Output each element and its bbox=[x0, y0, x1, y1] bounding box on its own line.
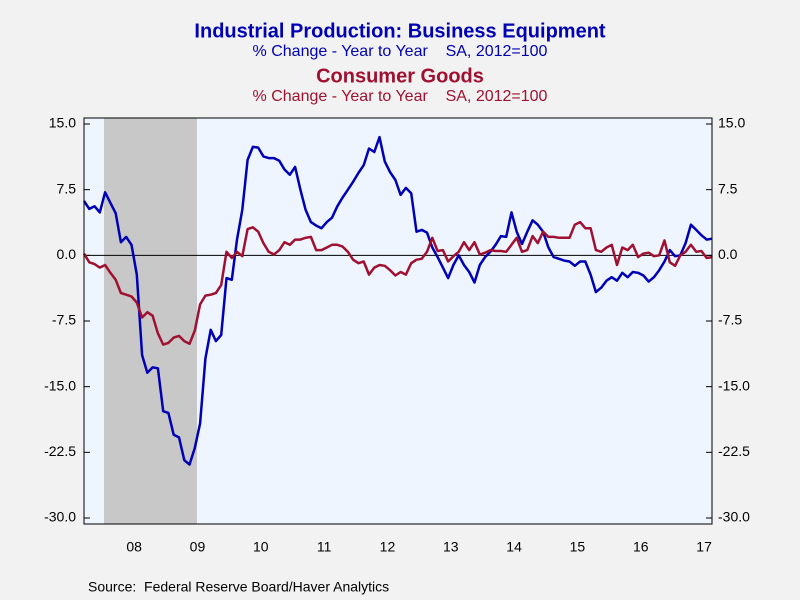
y-tick-label: 15.0 bbox=[49, 115, 76, 131]
x-tick-label: 10 bbox=[253, 539, 269, 555]
y-tick-label: 0.0 bbox=[57, 246, 77, 262]
x-tick-label: 14 bbox=[506, 539, 522, 555]
y-tick-label: 7.5 bbox=[57, 180, 77, 196]
series-line bbox=[82, 220, 713, 346]
recession-shade bbox=[104, 118, 197, 524]
y2-tick-label: -7.5 bbox=[718, 312, 742, 328]
source: Source: Federal Reserve Board/Haver Anal… bbox=[88, 579, 389, 595]
y-tick-label: -15.0 bbox=[44, 377, 76, 393]
y-tick-label: -7.5 bbox=[52, 312, 76, 328]
x-tick-label: 09 bbox=[190, 539, 206, 555]
x-tick-label: 08 bbox=[126, 539, 142, 555]
series-line bbox=[82, 135, 713, 466]
title: Consumer Goods bbox=[316, 65, 484, 87]
x-tick-label: 11 bbox=[317, 539, 332, 555]
x-tick-label: 12 bbox=[380, 539, 396, 555]
x-tick-label: 15 bbox=[570, 539, 586, 555]
y2-tick-label: 7.5 bbox=[718, 180, 738, 196]
subtitle: % Change - Year to Year SA, 2012=100 bbox=[253, 88, 548, 105]
y-tick-label: -30.0 bbox=[44, 509, 76, 525]
y2-tick-label: 0.0 bbox=[718, 246, 738, 262]
y2-tick-label: 15.0 bbox=[718, 115, 745, 131]
plot-frame bbox=[83, 117, 713, 525]
title: Industrial Production: Business Equipmen… bbox=[194, 20, 605, 42]
y2-tick-label: -15.0 bbox=[718, 377, 750, 393]
y-tick-label: -22.5 bbox=[44, 443, 76, 459]
y2-tick-label: -22.5 bbox=[718, 443, 750, 459]
x-tick-label: 16 bbox=[633, 539, 649, 555]
y2-tick-label: -30.0 bbox=[718, 509, 750, 525]
x-tick-label: 13 bbox=[443, 539, 459, 555]
x-tick-label: 17 bbox=[696, 539, 712, 555]
subtitle: % Change - Year to Year SA, 2012=100 bbox=[253, 43, 548, 60]
